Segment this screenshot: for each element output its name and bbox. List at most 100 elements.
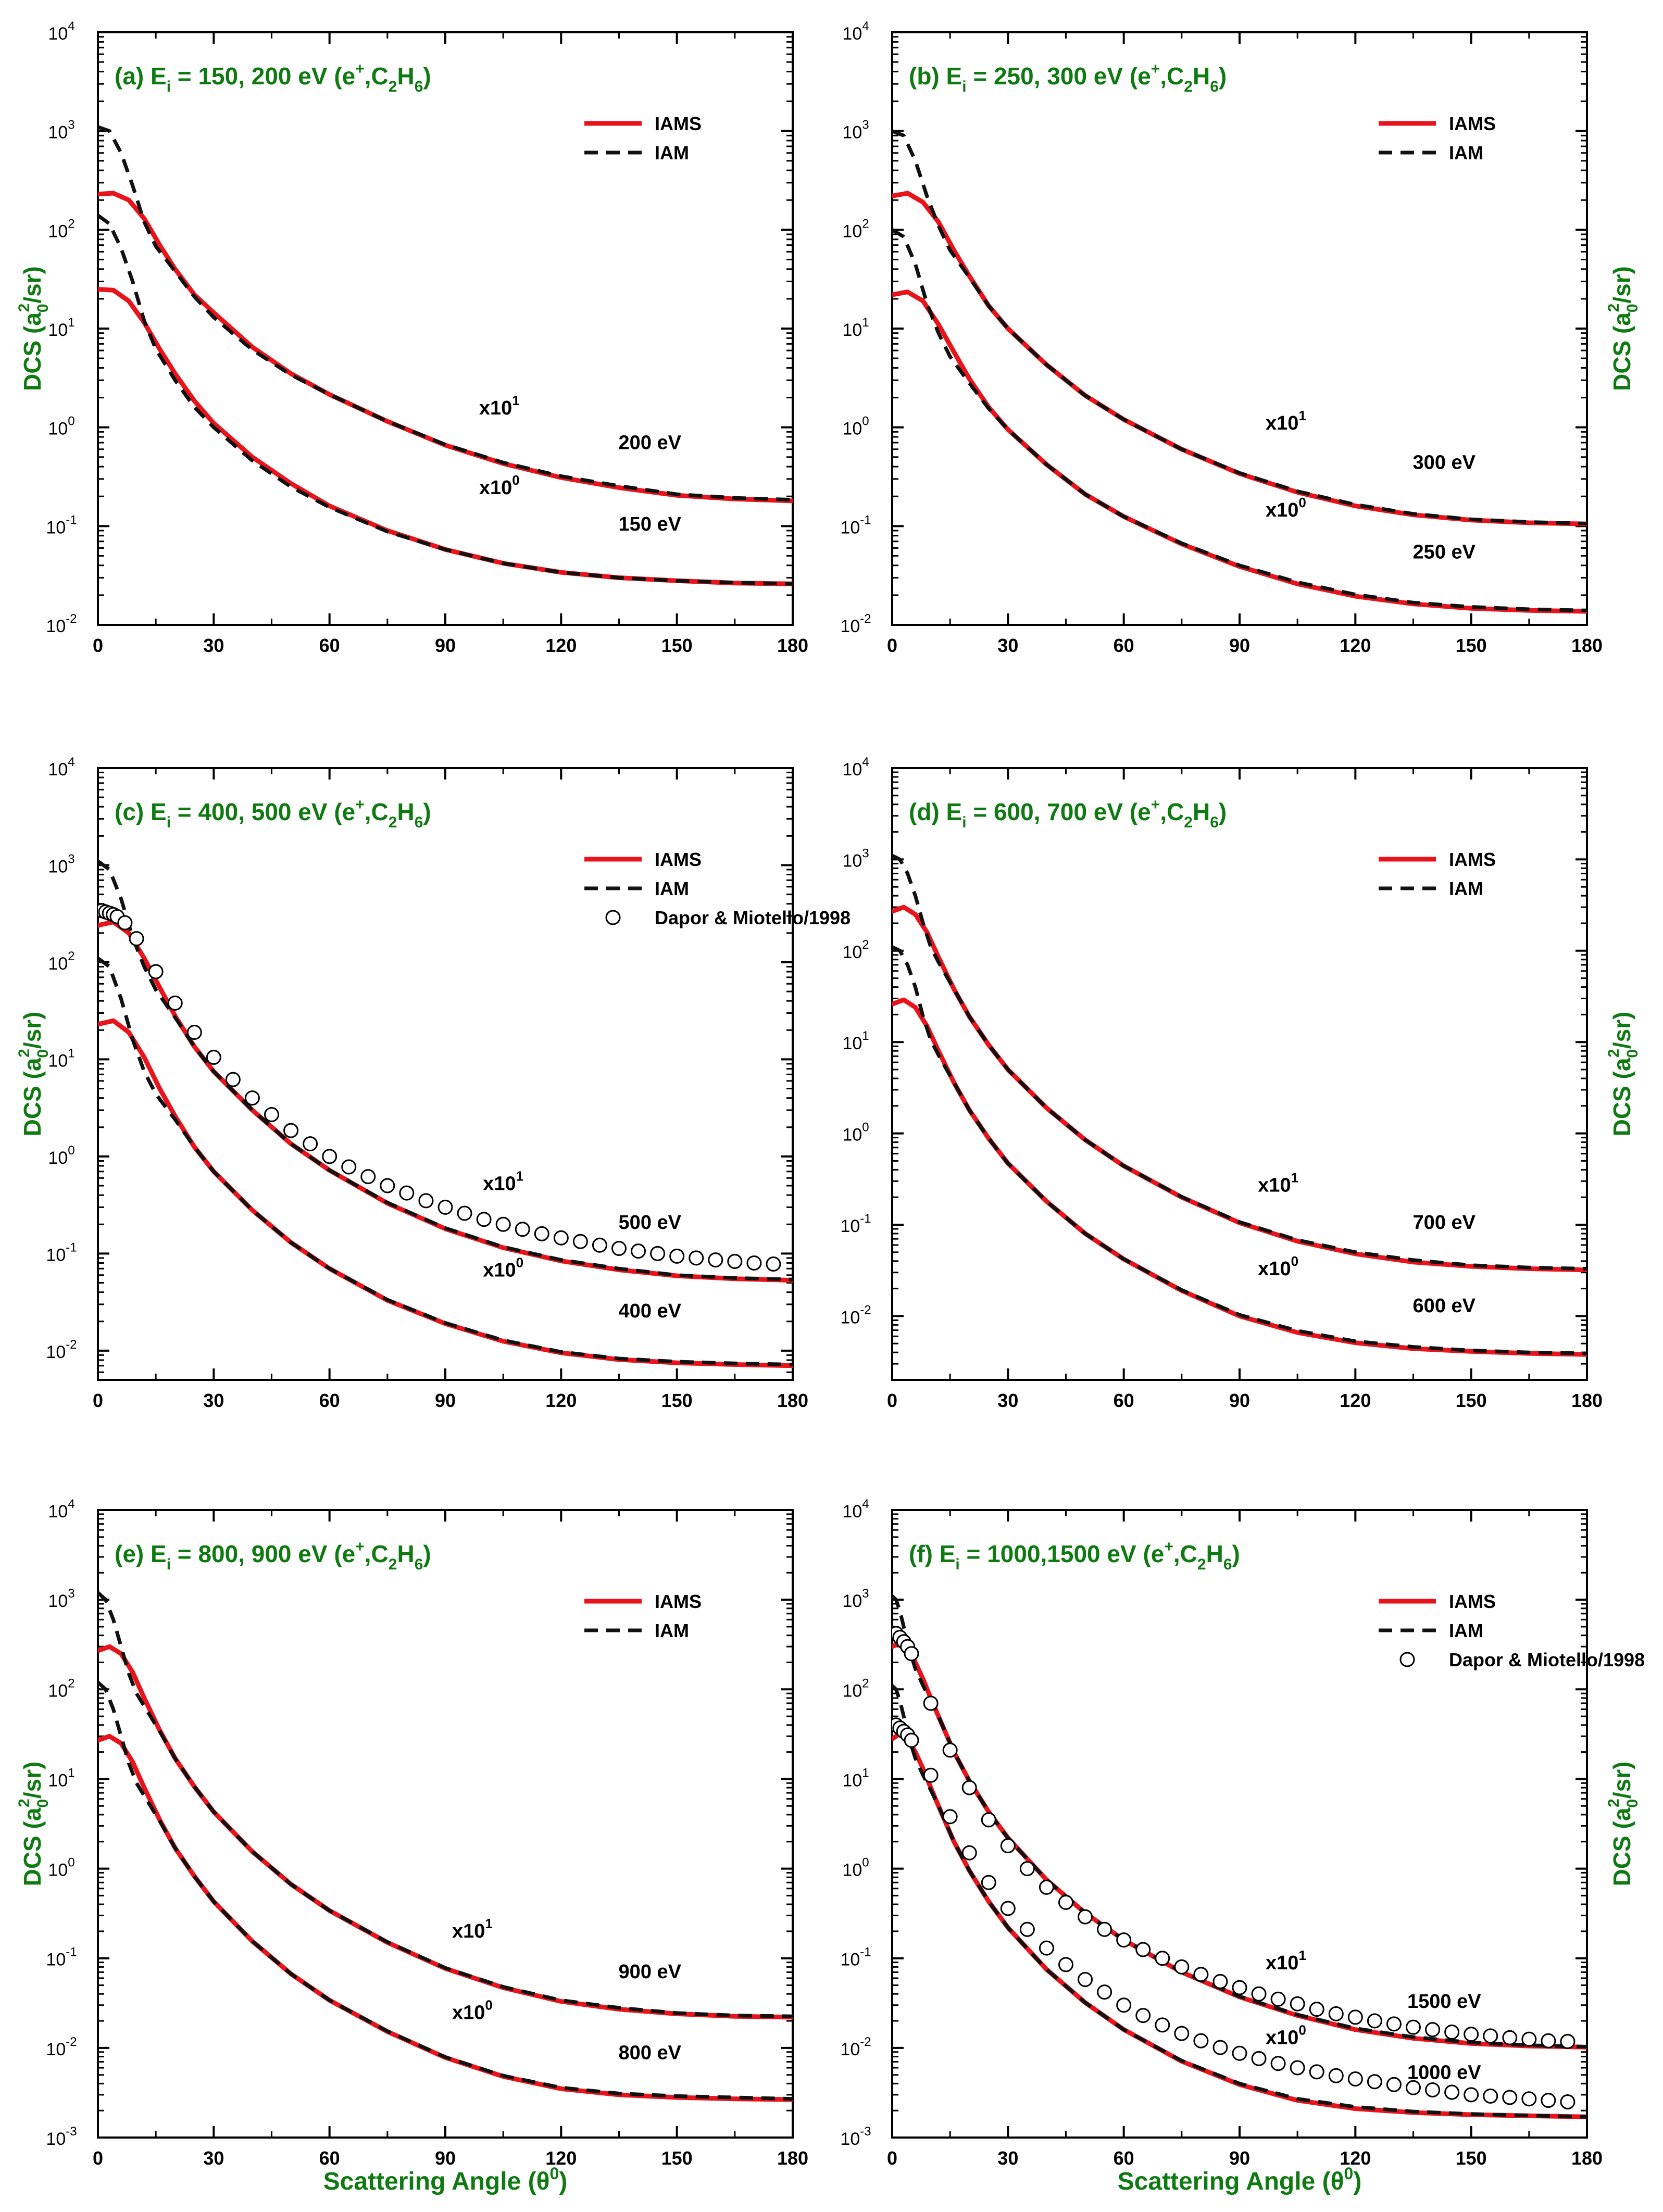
data-marker xyxy=(727,1253,743,1269)
y-tick-label: 101 xyxy=(48,1766,74,1790)
data-marker xyxy=(1174,1959,1190,1975)
data-marker xyxy=(1193,2033,1209,2048)
data-marker xyxy=(1406,2080,1421,2095)
series-line-iams xyxy=(892,904,1587,1273)
data-marker xyxy=(1386,2016,1402,2032)
series-line-iam xyxy=(98,1591,793,2018)
data-marker xyxy=(1347,2009,1363,2025)
data-marker xyxy=(186,1024,202,1040)
data-marker xyxy=(1328,2006,1344,2021)
x-tick-label: 30 xyxy=(997,635,1018,656)
data-marker xyxy=(341,1159,357,1175)
data-marker xyxy=(1328,2068,1344,2083)
legend-label: Dapor & Miotello/1998 xyxy=(655,907,851,928)
x-tick-label: 0 xyxy=(887,1390,897,1411)
plot-area xyxy=(892,129,1587,614)
panel-c: 0 30 60 90 120 150 180 10-2 10-1 100 101 102 103 104 (… xyxy=(16,755,851,1411)
y-tick-label: 100 xyxy=(48,414,74,439)
series-line-iam xyxy=(892,228,1587,612)
data-marker xyxy=(1251,1986,1267,2002)
y-tick-label: 102 xyxy=(842,938,869,962)
curve-label: x101 xyxy=(483,1168,523,1195)
data-marker xyxy=(1193,1967,1209,1982)
legend-label: IAM xyxy=(655,1620,689,1641)
x-tick-label: 60 xyxy=(319,635,340,656)
data-marker xyxy=(1078,1971,1093,1987)
y-tick-label: 10-1 xyxy=(46,1240,77,1265)
data-marker xyxy=(129,931,144,947)
curve-label: 900 eV xyxy=(619,1961,682,1983)
series-line-iam xyxy=(892,945,1587,1355)
x-tick-label: 60 xyxy=(1114,2147,1134,2169)
data-marker xyxy=(708,1252,723,1268)
data-marker xyxy=(1251,2051,1267,2066)
data-marker xyxy=(148,964,164,979)
x-tick-label: 120 xyxy=(1340,635,1371,656)
x-tick-label: 0 xyxy=(93,1390,103,1411)
data-marker xyxy=(264,1107,279,1122)
data-marker xyxy=(1425,2022,1441,2038)
y-tick-label: 100 xyxy=(48,1856,74,1880)
y-axis-title: DCS (a02/sr) xyxy=(1605,266,1641,391)
y-axis-title: DCS (a02/sr) xyxy=(1605,1762,1641,1887)
legend-label: IAM xyxy=(1449,1620,1483,1641)
data-marker xyxy=(689,1250,704,1266)
series-line-iam xyxy=(98,957,793,1366)
y-tick-label: 101 xyxy=(842,1766,869,1790)
data-marker xyxy=(1116,1997,1132,2013)
data-marker xyxy=(1232,2045,1247,2061)
panel-title: (d) Ei = 600, 700 eV (e+,C2H6) xyxy=(909,796,1227,831)
data-marker xyxy=(1290,2060,1305,2076)
curve-label: 300 eV xyxy=(1413,451,1476,473)
curve-label: x100 xyxy=(1266,495,1306,521)
data-marker xyxy=(1058,1957,1073,1972)
x-tick-label: 120 xyxy=(545,1390,577,1411)
y-tick-label: 103 xyxy=(842,118,869,143)
curve-label: 1500 eV xyxy=(1407,1991,1481,2013)
curve-label: x101 xyxy=(1266,1947,1306,1974)
data-marker xyxy=(981,1812,996,1828)
data-marker xyxy=(1502,2030,1518,2045)
y-tick-label: 10-2 xyxy=(840,612,871,636)
data-marker xyxy=(244,1090,260,1106)
legend-label: IAM xyxy=(1449,878,1483,899)
legend-label: IAMS xyxy=(1449,113,1496,134)
data-marker xyxy=(303,1136,318,1152)
data-marker xyxy=(1019,1861,1035,1877)
data-marker xyxy=(1425,2082,1441,2098)
legend-swatch-marker xyxy=(605,910,621,925)
data-marker xyxy=(1270,1991,1286,2007)
data-marker xyxy=(1347,2071,1363,2087)
data-marker xyxy=(1367,2074,1382,2090)
x-tick-label: 30 xyxy=(997,2147,1018,2169)
data-marker xyxy=(515,1222,530,1237)
y-tick-label: 10-2 xyxy=(840,1303,871,1327)
legend-label: IAMS xyxy=(655,1591,702,1612)
x-tick-label: 120 xyxy=(1340,1390,1371,1411)
series-line-iams xyxy=(98,1733,793,2102)
data-marker xyxy=(1367,2013,1382,2029)
x-tick-label: 90 xyxy=(1229,2147,1250,2169)
x-tick-label: 60 xyxy=(1114,635,1134,656)
x-tick-label: 90 xyxy=(435,2147,456,2169)
data-marker xyxy=(1406,2019,1421,2035)
data-marker xyxy=(1290,1996,1305,2012)
x-tick-label: 180 xyxy=(777,1390,808,1411)
series-line-iam xyxy=(98,213,793,586)
legend-label: IAMS xyxy=(655,113,702,134)
plot-area xyxy=(98,125,793,586)
legend-label: IAM xyxy=(1449,142,1483,164)
data-marker xyxy=(418,1193,434,1209)
data-marker xyxy=(766,1256,781,1272)
data-marker xyxy=(283,1123,299,1138)
data-marker xyxy=(1097,1921,1112,1937)
data-marker xyxy=(1058,1894,1073,1910)
data-marker xyxy=(1270,2056,1286,2071)
y-tick-label: 101 xyxy=(842,1029,869,1053)
x-tick-label: 150 xyxy=(661,2147,693,2169)
x-tick-label: 180 xyxy=(1571,635,1603,656)
data-marker xyxy=(1212,2040,1228,2055)
data-marker xyxy=(1502,2090,1518,2105)
panel-title: (a) Ei = 150, 200 eV (e+,C2H6) xyxy=(115,60,431,95)
